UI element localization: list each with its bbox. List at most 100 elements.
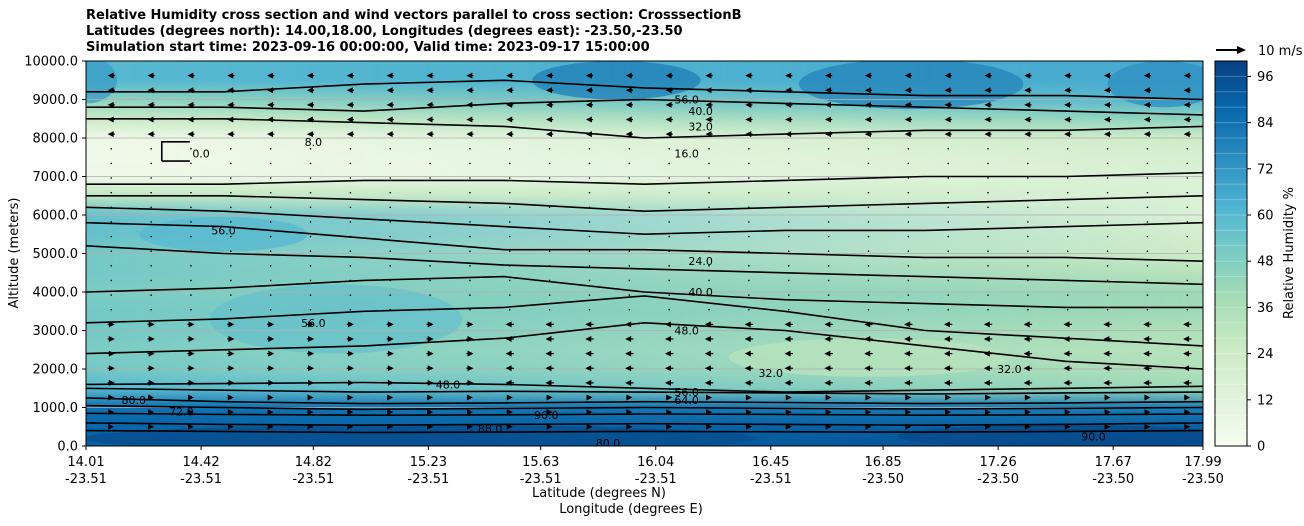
wind-arrow [230, 221, 232, 223]
colorbar-tick-label: 24 [1257, 347, 1274, 362]
x-axis-label-lon: Longitude (degrees E) [559, 502, 703, 517]
wind-arrow [469, 206, 471, 209]
wind-arrow [110, 265, 113, 267]
wind-arrow [867, 279, 870, 282]
wind-arrow [108, 335, 115, 342]
colorbar-tick-label: 48 [1257, 255, 1274, 270]
contour-label: 32.0 [759, 367, 784, 380]
wind-arrow [1024, 72, 1031, 79]
wind-arrow [230, 250, 232, 252]
wind-arrow [1186, 308, 1189, 311]
wind-arrow [1103, 365, 1110, 372]
wind-arrow [267, 101, 274, 108]
wind-arrow [228, 335, 235, 342]
wind-arrow [864, 116, 871, 123]
wind-arrow [825, 131, 832, 138]
wind-arrow [987, 162, 989, 165]
wind-arrow [907, 221, 910, 223]
y-tick-label: 6000.0 [33, 209, 79, 224]
wind-arrow [188, 379, 195, 386]
wind-arrow [748, 147, 750, 150]
wind-arrow [585, 101, 592, 108]
wind-arrow [748, 221, 750, 223]
wind-arrow [269, 294, 272, 296]
wind-arrow [546, 116, 553, 123]
wind-arrow [1023, 350, 1030, 357]
wind-arrow [508, 235, 511, 238]
wind-arrow [905, 423, 912, 430]
wind-arrow [1027, 221, 1029, 223]
wind-arrow [983, 350, 990, 357]
wind-arrow [469, 221, 471, 223]
wind-arrow [1106, 191, 1109, 194]
contour-line [86, 245, 1203, 286]
wind-arrow [267, 131, 274, 138]
contour-line [86, 221, 1203, 262]
wind-arrow [1186, 191, 1189, 194]
wind-arrow [625, 321, 632, 328]
wind-arrow [943, 379, 950, 386]
wind-arrow [943, 321, 950, 328]
contour-line [86, 275, 1203, 309]
wind-arrow [467, 365, 474, 372]
wind-arrow [1183, 131, 1190, 138]
wind-arrow [1064, 72, 1071, 79]
wind-arrow [907, 206, 910, 209]
wind-arrow [947, 279, 949, 282]
contour-label: 32.0 [688, 120, 713, 133]
wind-arrow [1103, 335, 1110, 342]
wind-arrow [386, 101, 393, 108]
wind-arrow [987, 147, 989, 150]
wind-arrow [588, 265, 591, 267]
wind-arrow [150, 147, 152, 150]
wind-arrow [785, 394, 792, 401]
contour-line [86, 412, 1203, 417]
wind-arrow [1143, 131, 1150, 138]
wind-arrow [309, 177, 312, 179]
wind-arrow [429, 206, 431, 209]
wind-arrow [705, 87, 712, 94]
wind-arrow [864, 101, 871, 108]
wind-arrow [944, 72, 951, 79]
wind-arrow [389, 147, 392, 150]
wind-arrow [469, 308, 471, 311]
wind-arrow [546, 72, 553, 79]
y-tick-label: 10000.0 [24, 55, 78, 70]
wind-arrow [588, 279, 591, 282]
wind-arrow [1183, 116, 1190, 123]
wind-arrow [387, 321, 394, 328]
wind-arrow [108, 409, 115, 416]
wind-arrow [824, 350, 831, 357]
wind-arrow [664, 350, 671, 357]
wind-arrow [1106, 235, 1109, 238]
wind-arrow [227, 423, 234, 430]
wind-arrow [824, 321, 831, 328]
wind-arrow [628, 191, 631, 194]
wind-arrow [347, 321, 354, 328]
y-axis-label: Altitude (meters) [7, 198, 22, 309]
wind-arrow [268, 350, 275, 357]
wind-arrow [1066, 265, 1069, 267]
contour-label: 80.0 [596, 437, 621, 450]
wind-arrow [668, 147, 670, 150]
x-tick-label-lat: 16.85 [864, 455, 901, 470]
wind-arrow [628, 279, 631, 282]
wind-arrow [867, 147, 870, 150]
contour-label: 90.0 [1081, 430, 1106, 443]
wind-arrow [467, 335, 474, 342]
wind-arrow [706, 394, 713, 401]
wind-arrow [668, 162, 670, 165]
wind-arrow [548, 250, 551, 252]
wind-arrow [1024, 87, 1031, 94]
wind-arrow [585, 87, 592, 94]
wind-arrow [987, 235, 989, 238]
wind-arrow [387, 335, 394, 342]
wind-arrow [625, 101, 632, 108]
wind-arrow [628, 250, 631, 252]
wind-arrow [546, 87, 553, 94]
wind-arrow [944, 131, 951, 138]
y-tick-label: 9000.0 [33, 93, 79, 108]
wind-arrow [864, 335, 871, 342]
wind-arrow [508, 250, 511, 252]
wind-arrow [744, 350, 751, 357]
